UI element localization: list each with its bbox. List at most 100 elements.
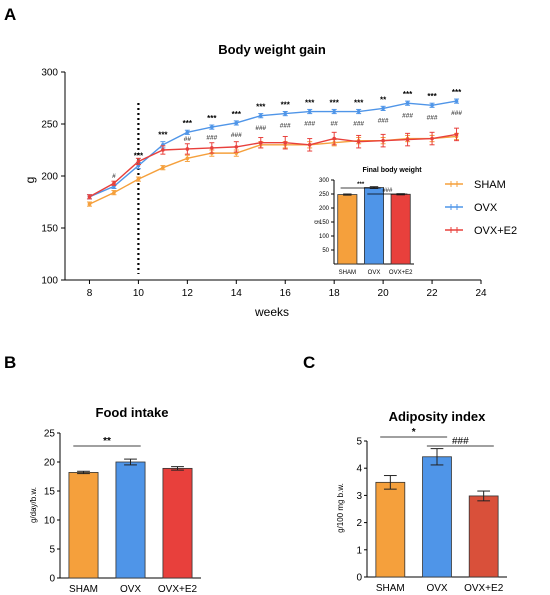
data-point	[161, 165, 165, 170]
data-point	[210, 125, 214, 129]
x-tick-label-ovx: OVX	[368, 270, 381, 276]
data-point	[283, 140, 288, 145]
data-point	[87, 202, 92, 206]
x-tick-label-14: 14	[231, 288, 243, 299]
chart-title-adiposity: Adiposity index	[389, 409, 487, 424]
legend-label-0: SHAM	[474, 179, 506, 191]
inset-title: Final body weight	[362, 167, 422, 174]
data-point	[332, 136, 336, 141]
y-tick-label-10: 10	[44, 516, 56, 527]
x-tick-label-ovx: OVX	[120, 584, 141, 595]
bar-ovx	[422, 456, 452, 578]
data-point	[258, 140, 263, 145]
y-axis-label-g: g	[23, 177, 37, 184]
bar-ovx-e2	[162, 467, 193, 579]
data-point	[356, 139, 361, 144]
x-tick-label-ovx-e2: OVX+E2	[158, 584, 198, 595]
significance-ovx: ***	[305, 98, 315, 107]
y-tick-label-200: 200	[41, 172, 58, 183]
data-point	[161, 148, 165, 152]
y-tick-label-5: 5	[49, 545, 55, 556]
x-tick-label-20: 20	[378, 288, 390, 299]
panel-letter-c: C	[303, 353, 315, 372]
y-tick-label-0: 0	[356, 573, 362, 584]
significance-ovx: ***	[452, 88, 462, 97]
significance-ovx: ***	[134, 151, 144, 160]
data-point	[87, 195, 92, 199]
y-tick-label-4: 4	[356, 464, 362, 475]
x-tick-label-ovx: OVX	[426, 583, 447, 594]
y-axis-label-food: g/day/b.w.	[29, 487, 38, 523]
y-tick-label-3: 3	[356, 491, 362, 502]
data-point	[234, 145, 239, 149]
x-tick-label-22: 22	[426, 288, 438, 299]
y-tick-label-200: 200	[319, 206, 330, 212]
x-tick-label-ovx-e2: OVX+E2	[389, 270, 413, 276]
x-tick-label-sham: SHAM	[376, 583, 405, 594]
bar-ovx-e2	[468, 495, 499, 578]
y-tick-label-5: 5	[356, 437, 362, 448]
y-tick-label-100: 100	[319, 234, 330, 240]
data-point	[112, 181, 116, 186]
data-point	[430, 103, 434, 108]
significance-ovx: ***	[158, 131, 168, 140]
x-tick-label-sham: SHAM	[339, 270, 356, 276]
data-point	[307, 143, 312, 147]
significance-e2: ###	[353, 121, 364, 128]
y-tick-label-300: 300	[319, 178, 330, 184]
panel-letter-a: A	[4, 5, 16, 24]
significance-label: ###	[382, 188, 393, 194]
significance-ovx: ***	[281, 101, 291, 110]
significance-e2: #	[112, 173, 116, 180]
y-tick-label-250: 250	[41, 120, 58, 131]
significance-ovx: ***	[427, 92, 437, 101]
significance-ovx: ***	[354, 98, 364, 107]
significance-e2: ###	[402, 112, 413, 119]
significance-e2: ###	[206, 135, 217, 142]
significance-e2: ###	[427, 114, 438, 121]
significance-e2: ###	[378, 117, 389, 124]
bar-ovx	[363, 187, 384, 265]
significance-label: ###	[452, 436, 469, 447]
data-point	[136, 159, 141, 164]
legend-label-1: OVX	[474, 202, 498, 214]
significance-e2: ###	[255, 125, 266, 132]
data-point	[454, 99, 459, 103]
significance-ovx: ***	[330, 98, 340, 107]
data-point	[210, 146, 214, 150]
data-point	[405, 137, 410, 142]
significance-ovx: ***	[403, 90, 413, 99]
data-point	[381, 138, 385, 143]
data-point	[356, 109, 361, 114]
y-tick-label-1: 1	[356, 545, 362, 556]
y-tick-label-150: 150	[319, 220, 330, 226]
y-tick-label-20: 20	[44, 458, 56, 469]
x-tick-label-ovx-e2: OVX+E2	[464, 583, 504, 594]
x-tick-label-24: 24	[475, 288, 487, 299]
chart-title-food-intake: Food intake	[96, 405, 169, 420]
series-line-ovx-e2	[89, 133, 457, 198]
y-tick-label-0: 0	[49, 574, 55, 585]
significance-label: **	[103, 436, 111, 447]
significance-ovx: **	[380, 95, 387, 104]
data-point	[283, 111, 288, 116]
bar-ovx	[115, 461, 146, 579]
significance-ovx: ***	[183, 119, 193, 128]
y-tick-label-25: 25	[44, 429, 56, 440]
significance-ovx: ***	[207, 114, 217, 123]
x-tick-label-18: 18	[329, 288, 341, 299]
inset-y-label: g	[313, 220, 320, 224]
data-point	[185, 130, 190, 135]
x-tick-label-16: 16	[280, 288, 292, 299]
data-point	[332, 109, 336, 114]
y-tick-label-300: 300	[41, 68, 58, 79]
significance-e2: ##	[331, 121, 339, 128]
y-tick-label-2: 2	[356, 518, 362, 529]
significance-e2: ###	[304, 121, 315, 128]
data-point	[185, 147, 190, 151]
data-point	[405, 101, 410, 105]
panel-letter-b: B	[4, 353, 16, 372]
significance-e2: ###	[231, 132, 242, 139]
y-tick-label-100: 100	[41, 276, 58, 287]
